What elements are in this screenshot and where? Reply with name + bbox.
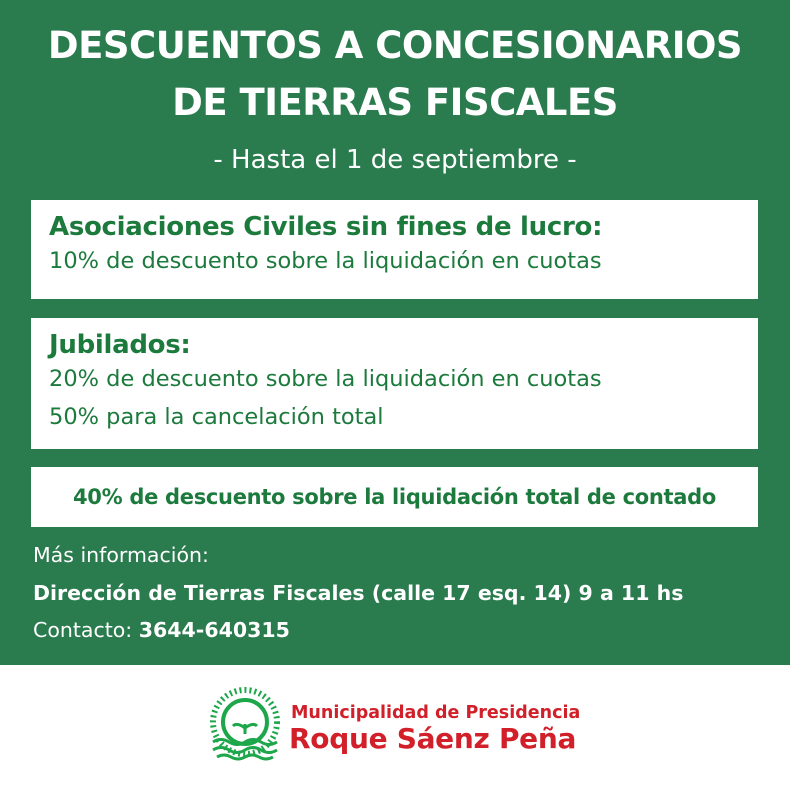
- green-panel: DESCUENTOS A CONCESIONARIOS DE TIERRAS F…: [0, 0, 790, 665]
- box-asociaciones: Asociaciones Civiles sin fines de lucro:…: [31, 200, 758, 299]
- title-line-2: DE TIERRAS FISCALES: [172, 81, 618, 124]
- cotton-sun-icon: [210, 687, 280, 761]
- box-heading: Jubilados:: [49, 330, 191, 360]
- box-line: 20% de descuento sobre la liquidación en…: [49, 366, 602, 392]
- box-line: 50% para la cancelación total: [49, 404, 384, 430]
- box-line: 10% de descuento sobre la liquidación en…: [49, 248, 602, 274]
- title-line-1: DESCUENTOS A CONCESIONARIOS: [47, 24, 743, 67]
- info-address: Dirección de Tierras Fiscales (calle 17 …: [33, 581, 684, 605]
- logo-line-1: Municipalidad de Presidencia: [291, 703, 581, 723]
- logo-line-2: Roque Sáenz Peña: [289, 722, 577, 755]
- contact-label: Contacto:: [33, 618, 133, 642]
- subtitle: - Hasta el 1 de septiembre -: [213, 145, 577, 175]
- info-label: Más información:: [33, 543, 209, 567]
- box-heading: Asociaciones Civiles sin fines de lucro:: [49, 212, 603, 242]
- box-heading: 40% de descuento sobre la liquidación to…: [72, 485, 717, 509]
- box-jubilados: Jubilados: 20% de descuento sobre la liq…: [31, 318, 758, 449]
- box-contado: 40% de descuento sobre la liquidación to…: [31, 467, 758, 527]
- contact-phone: 3644-640315: [138, 618, 290, 642]
